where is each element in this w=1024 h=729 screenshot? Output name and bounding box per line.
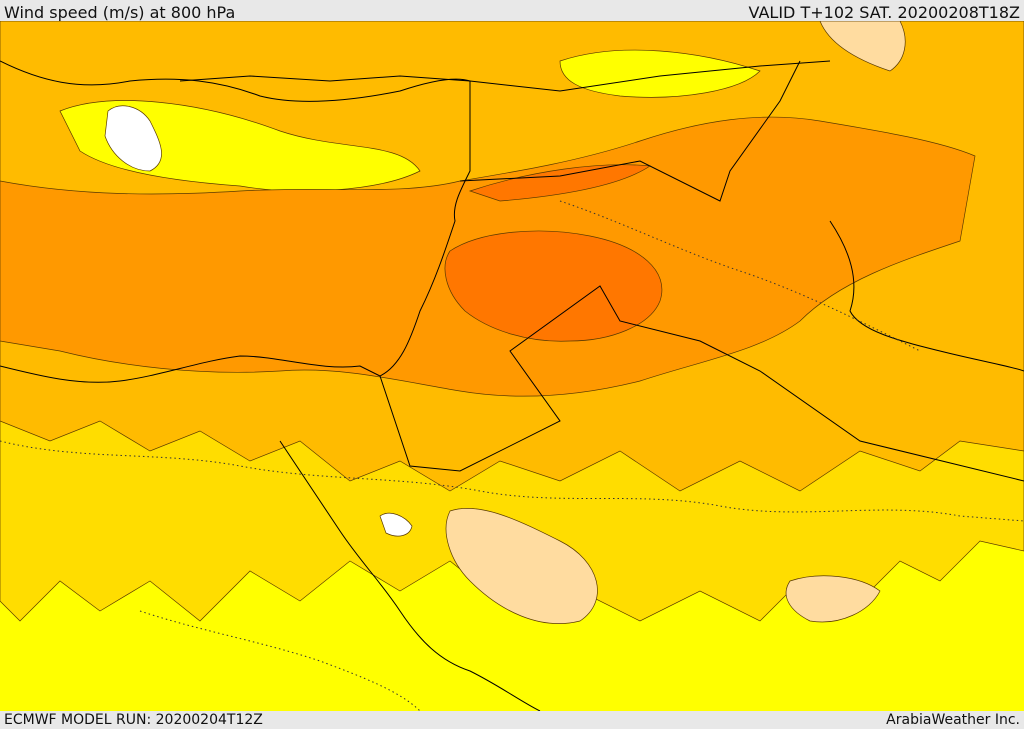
border-turkey bbox=[179, 60, 831, 92]
footer-bar bbox=[0, 711, 1024, 729]
wind-band-north-yellow-2 bbox=[559, 49, 761, 98]
border-arabia bbox=[379, 285, 1024, 482]
model-run: ECMWF MODEL RUN: 20200204T12Z bbox=[4, 712, 263, 728]
valid-time: VALID T+102 SAT. 20200208T18Z bbox=[748, 3, 1020, 22]
header-bar bbox=[0, 0, 1024, 21]
border-iraq bbox=[459, 60, 801, 202]
coastline-gulf bbox=[829, 220, 1024, 372]
wind-band-tan-1 bbox=[445, 508, 598, 624]
coastline-mediterranean bbox=[0, 355, 381, 383]
wind-band-orange-dark bbox=[444, 230, 663, 342]
coastline-red-sea bbox=[279, 440, 541, 711]
map-title: Wind speed (m/s) at 800 hPa bbox=[4, 3, 236, 22]
wind-band-white bbox=[104, 105, 162, 172]
coastline-north bbox=[0, 60, 471, 377]
wind-band-tan-3 bbox=[819, 21, 906, 72]
wind-band-white-2 bbox=[379, 512, 413, 537]
brand-label: ArabiaWeather Inc. bbox=[886, 712, 1020, 728]
dotted-contour-3 bbox=[139, 610, 421, 711]
wind-speed-map bbox=[0, 21, 1024, 711]
wind-band-tan-2 bbox=[785, 575, 881, 623]
